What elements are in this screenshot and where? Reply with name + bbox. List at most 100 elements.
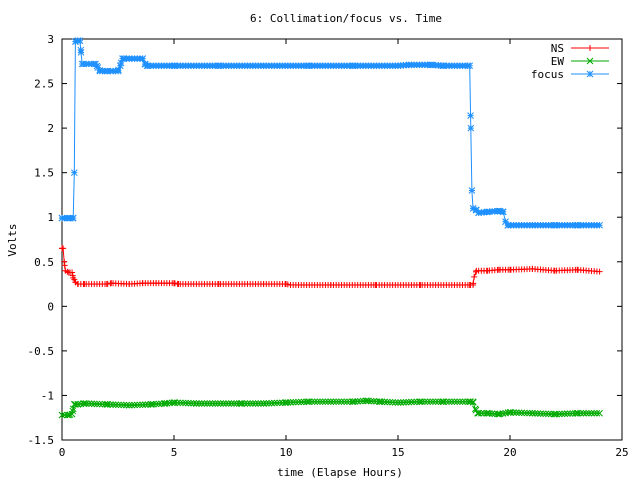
sample-marker-EW xyxy=(477,409,485,417)
sample-marker-EW xyxy=(440,398,448,406)
sample-marker-EW xyxy=(459,398,466,406)
plot-frame xyxy=(61,38,623,441)
sample-marker-EW xyxy=(133,401,141,409)
sample-marker-NS xyxy=(284,281,291,288)
x-axis-label: time (Elapse Hours) xyxy=(277,466,403,479)
sample-marker-EW xyxy=(448,398,456,406)
sample-marker-EW xyxy=(69,407,77,415)
sample-marker-EW xyxy=(365,397,372,405)
sample-marker-EW xyxy=(166,399,173,407)
sample-marker-EW xyxy=(206,400,214,407)
sample-marker-EW xyxy=(561,410,569,418)
sample-marker-EW xyxy=(265,399,273,407)
sample-marker-EW xyxy=(429,398,437,406)
sample-marker-EW xyxy=(201,400,208,407)
sample-marker-EW xyxy=(426,398,434,406)
sample-marker-EW xyxy=(292,398,300,406)
sample-marker-EW xyxy=(82,400,90,407)
sample-marker-EW xyxy=(585,409,593,417)
sample-marker-EW xyxy=(346,398,353,406)
sample-marker-EW xyxy=(499,410,507,417)
sample-marker-EW xyxy=(370,397,378,405)
sample-marker-EW xyxy=(432,398,439,406)
legend-label-focus: focus xyxy=(531,68,564,81)
sample-marker-EW xyxy=(375,398,383,405)
sample-marker-EW xyxy=(279,399,286,407)
sample-marker-NS xyxy=(61,262,68,269)
sample-marker-EW xyxy=(184,399,192,407)
sample-marker-EW xyxy=(289,398,297,406)
sample-marker-EW xyxy=(588,409,595,417)
y-tick-label: -1.5 xyxy=(28,434,55,447)
sample-marker-EW xyxy=(389,398,396,406)
sample-marker-EW xyxy=(295,398,302,406)
sample-marker-EW xyxy=(464,398,472,406)
sample-marker-EW xyxy=(182,399,190,407)
sample-marker-EW xyxy=(160,400,168,407)
sample-marker-EW xyxy=(66,411,74,419)
sample-marker-EW xyxy=(179,399,187,407)
sample-marker-NS xyxy=(104,280,111,287)
sample-marker-EW xyxy=(400,399,407,406)
sample-marker-focus xyxy=(502,218,509,226)
sample-marker-EW xyxy=(136,401,144,409)
sample-marker-focus xyxy=(74,37,82,45)
sample-marker-NS xyxy=(472,268,479,275)
sample-marker-EW xyxy=(566,410,574,417)
chart-title: 6: Collimation/focus vs. Time xyxy=(250,12,442,25)
legend-label-NS: NS xyxy=(551,42,564,55)
y-axis-label: Volts xyxy=(6,223,19,256)
sample-marker-focus xyxy=(115,66,122,74)
data-point-EW xyxy=(596,409,603,417)
sample-marker-EW xyxy=(574,409,582,417)
sample-marker-EW xyxy=(219,400,227,407)
sample-marker-EW xyxy=(158,400,165,408)
sample-marker-EW xyxy=(381,398,388,406)
sample-marker-EW xyxy=(238,400,246,407)
sample-marker-EW xyxy=(378,398,386,406)
sample-marker-EW xyxy=(168,399,176,407)
sample-marker-EW xyxy=(394,399,402,406)
sample-marker-focus xyxy=(469,205,477,212)
sample-marker-EW xyxy=(410,398,418,406)
sample-marker-EW xyxy=(107,401,114,408)
sample-marker-EW xyxy=(362,397,370,405)
sample-marker-EW xyxy=(139,401,146,409)
sample-marker-EW xyxy=(547,410,555,418)
sample-marker-EW xyxy=(90,400,98,408)
sample-marker-EW xyxy=(125,401,133,409)
sample-marker-EW xyxy=(553,410,560,418)
sample-marker-EW xyxy=(338,398,345,406)
sample-marker-EW xyxy=(445,398,453,406)
sample-marker-EW xyxy=(523,409,531,417)
sample-marker-EW xyxy=(327,398,335,406)
sample-marker-EW xyxy=(281,399,289,406)
sample-marker-EW xyxy=(558,410,566,418)
sample-marker-EW xyxy=(254,400,262,407)
sample-marker-EW xyxy=(434,398,442,406)
sample-marker-EW xyxy=(437,398,445,406)
y-tick-label: 0.5 xyxy=(34,256,54,269)
sample-marker-EW xyxy=(61,411,69,419)
sample-marker-EW xyxy=(367,397,375,405)
sample-marker-EW xyxy=(480,409,488,417)
sample-marker-EW xyxy=(572,409,579,417)
y-tick-label: 3 xyxy=(47,33,54,46)
sample-marker-EW xyxy=(335,398,343,406)
y-tick-label: 2 xyxy=(47,122,54,135)
sample-marker-EW xyxy=(580,409,587,417)
sample-marker-EW xyxy=(246,400,254,407)
sample-marker-EW xyxy=(383,398,391,406)
sample-marker-EW xyxy=(233,400,241,407)
sample-marker-EW xyxy=(131,401,138,409)
sample-marker-EW xyxy=(187,399,195,407)
sample-marker-EW xyxy=(418,398,426,406)
x-tick-label: 15 xyxy=(391,446,404,459)
data-point-focus xyxy=(70,169,78,177)
y-tick-label: -1 xyxy=(41,389,54,402)
sample-marker-EW xyxy=(104,401,112,408)
sample-marker-EW xyxy=(539,410,547,418)
sample-marker-focus xyxy=(467,112,474,119)
sample-marker-EW xyxy=(260,400,267,407)
